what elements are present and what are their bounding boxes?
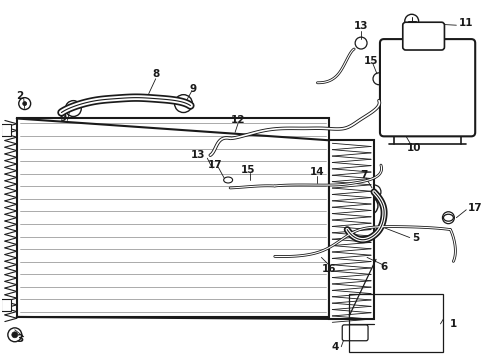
Text: 10: 10 bbox=[406, 143, 421, 153]
Bar bbox=[1, 299, 11, 311]
Text: 4: 4 bbox=[332, 342, 339, 352]
Circle shape bbox=[12, 332, 18, 338]
Text: 5: 5 bbox=[412, 233, 419, 243]
Text: 15: 15 bbox=[241, 165, 255, 175]
Text: 9: 9 bbox=[60, 113, 67, 123]
Bar bbox=[349, 294, 443, 352]
Circle shape bbox=[23, 102, 26, 105]
Text: 7: 7 bbox=[360, 170, 368, 180]
Bar bbox=[329, 140, 374, 319]
Bar bbox=[1, 125, 11, 136]
Circle shape bbox=[364, 252, 368, 256]
Ellipse shape bbox=[443, 214, 453, 221]
Text: 2: 2 bbox=[16, 91, 24, 101]
Text: 17: 17 bbox=[468, 203, 483, 213]
Text: 12: 12 bbox=[231, 116, 245, 126]
Text: 16: 16 bbox=[322, 264, 337, 274]
Text: 3: 3 bbox=[16, 334, 24, 344]
Text: 13: 13 bbox=[191, 150, 205, 160]
Text: 9: 9 bbox=[190, 84, 197, 94]
FancyBboxPatch shape bbox=[403, 22, 444, 50]
Text: 8: 8 bbox=[152, 69, 159, 79]
Text: 17: 17 bbox=[208, 160, 222, 170]
FancyBboxPatch shape bbox=[342, 325, 368, 341]
Text: 15: 15 bbox=[364, 56, 378, 66]
Text: 11: 11 bbox=[458, 18, 473, 28]
Text: 13: 13 bbox=[354, 21, 368, 31]
Text: 6: 6 bbox=[380, 262, 388, 272]
Bar bbox=[17, 118, 329, 317]
Text: 14: 14 bbox=[310, 167, 325, 177]
Text: 1: 1 bbox=[450, 319, 457, 329]
FancyBboxPatch shape bbox=[380, 39, 475, 136]
